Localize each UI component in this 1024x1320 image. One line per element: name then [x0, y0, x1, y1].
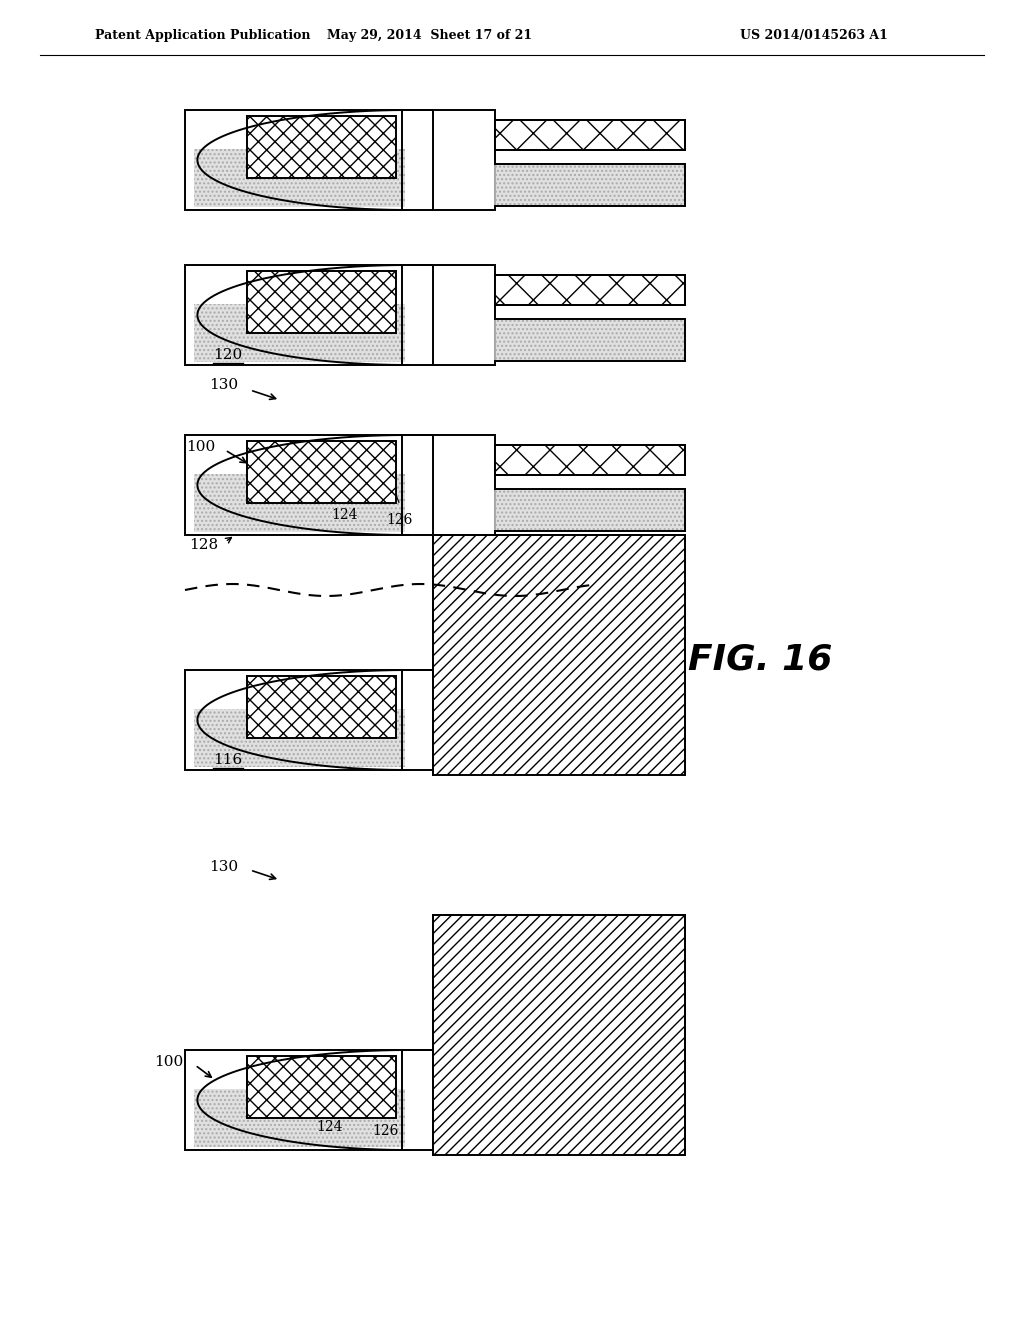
Bar: [185, 436, 495, 535]
Text: 130: 130: [209, 378, 238, 392]
Text: 124: 124: [332, 508, 358, 521]
Bar: [247, 1056, 396, 1118]
Bar: [247, 441, 396, 503]
Bar: [185, 671, 495, 770]
Text: 120: 120: [213, 348, 243, 362]
Text: 124: 124: [316, 1119, 343, 1134]
Bar: [195, 304, 406, 362]
Text: 126: 126: [372, 1125, 398, 1138]
Bar: [247, 271, 396, 333]
Bar: [495, 445, 685, 475]
Text: 130: 130: [209, 861, 238, 874]
Bar: [195, 474, 406, 532]
Bar: [495, 488, 685, 531]
Text: US 2014/0145263 A1: US 2014/0145263 A1: [740, 29, 888, 41]
Bar: [185, 265, 495, 366]
Text: May 29, 2014  Sheet 17 of 21: May 29, 2014 Sheet 17 of 21: [328, 29, 532, 41]
Bar: [433, 915, 685, 1155]
Text: 116: 116: [213, 752, 243, 767]
Bar: [195, 1089, 406, 1147]
Text: FIG. 16: FIG. 16: [688, 643, 833, 677]
Bar: [495, 319, 685, 360]
Bar: [185, 110, 495, 210]
Bar: [495, 680, 685, 710]
Bar: [247, 676, 396, 738]
Text: 126: 126: [387, 513, 414, 527]
Bar: [495, 723, 685, 766]
Bar: [495, 164, 685, 206]
Text: Fill: Fill: [535, 696, 545, 714]
Bar: [195, 149, 406, 207]
Bar: [495, 120, 685, 150]
Bar: [433, 535, 685, 775]
Bar: [495, 1104, 685, 1146]
Bar: [195, 709, 406, 767]
Bar: [495, 275, 685, 305]
Bar: [247, 116, 396, 178]
Text: 100: 100: [154, 1055, 183, 1069]
Bar: [495, 1060, 685, 1090]
Text: 128: 128: [188, 539, 218, 552]
Bar: [185, 1049, 495, 1150]
Text: Patent Application Publication: Patent Application Publication: [95, 29, 310, 41]
Text: 106: 106: [600, 678, 630, 692]
Text: 100: 100: [185, 440, 215, 454]
